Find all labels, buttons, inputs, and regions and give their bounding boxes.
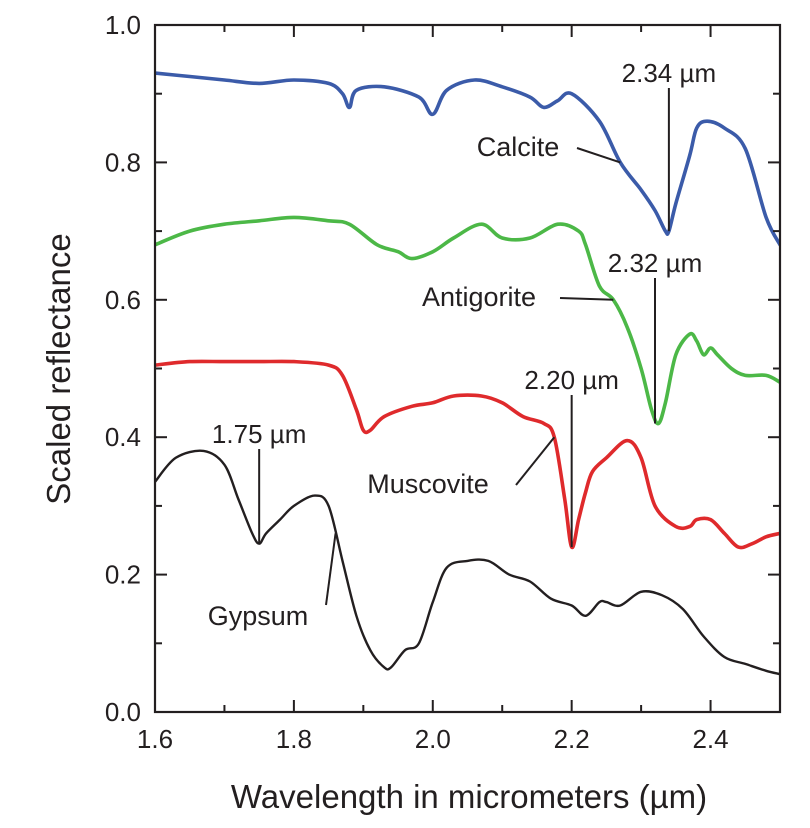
x-tick-label: 1.8 — [276, 724, 312, 754]
series-label-leader — [325, 533, 337, 606]
y-tick-label: 0.0 — [105, 697, 141, 727]
x-axis-title: Wavelength in micrometers (µm) — [231, 778, 707, 815]
annotations: 2.34 µm 2.32 µm 2.20 µm 1.75 µm Calcite Antig… — [208, 58, 716, 631]
series-line-antigorite — [155, 215, 780, 426]
feature-wavelength-label: 2.34 µm — [622, 58, 716, 88]
x-tick-label: 2.4 — [692, 724, 728, 754]
x-tick-label: 2.2 — [554, 724, 590, 754]
axes: 1.6 1.8 2.0 2.2 2.4 0.0 0.2 0.4 0.6 0.8 1.0 — [105, 10, 782, 754]
y-tick-label: 1.0 — [105, 10, 141, 40]
series-line-calcite — [155, 71, 780, 247]
series-label-antigorite: Antigorite — [422, 282, 536, 312]
series-label-gypsum: Gypsum — [208, 601, 309, 631]
y-tick-label: 0.2 — [105, 560, 141, 590]
feature-wavelength-label: 2.20 µm — [524, 365, 618, 395]
feature-wavelength-label: 1.75 µm — [212, 419, 306, 449]
x-tick-label: 1.6 — [137, 724, 173, 754]
y-axis-title: Scaled reflectance — [40, 233, 77, 505]
series-line-muscovite — [155, 359, 780, 550]
series-line-gypsum — [155, 449, 780, 676]
series-label-leader — [515, 436, 556, 486]
feature-wavelength-label: 2.32 µm — [608, 248, 702, 278]
series-label-calcite: Calcite — [477, 132, 560, 162]
plot-lines — [155, 71, 780, 676]
series-label-leader — [576, 147, 621, 164]
series-label-muscovite: Muscovite — [367, 469, 489, 499]
series-label-leader — [559, 297, 614, 301]
y-tick-label: 0.6 — [105, 285, 141, 315]
x-tick-label: 2.0 — [415, 724, 451, 754]
y-tick-label: 0.8 — [105, 147, 141, 177]
y-tick-label: 0.4 — [105, 422, 141, 452]
